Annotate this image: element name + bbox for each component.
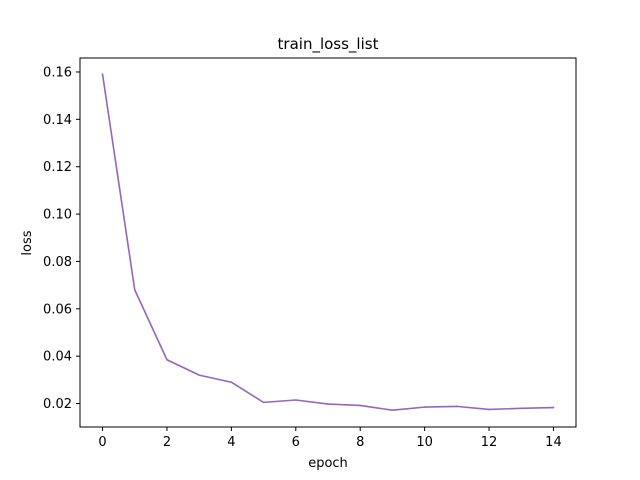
y-tick-label: 0.16 [43, 65, 72, 80]
data-point [359, 404, 362, 407]
x-tick-label: 8 [356, 435, 364, 450]
x-tick-label: 4 [227, 435, 235, 450]
y-tick-label: 0.06 [43, 302, 72, 317]
x-tick-label: 14 [545, 435, 562, 450]
x-axis-label: epoch [308, 456, 348, 471]
y-tick-label: 0.10 [43, 208, 72, 223]
data-point [294, 399, 297, 401]
data-point [488, 408, 490, 411]
data-point [391, 409, 394, 411]
data-point [101, 73, 104, 76]
x-axis: 0 2 4 6 8 10 12 14 [98, 427, 562, 450]
x-tick-label: 10 [416, 435, 433, 450]
data-point [520, 407, 523, 410]
data-point [423, 406, 426, 408]
y-axis-label: loss [20, 230, 35, 255]
data-point [198, 374, 200, 376]
y-tick-label: 0.12 [43, 160, 72, 175]
x-tick-label: 12 [481, 435, 498, 450]
x-tick-label: 2 [163, 435, 171, 450]
y-tick-label: 0.08 [43, 255, 72, 270]
data-point [262, 401, 265, 404]
plot-area-frame [79, 57, 577, 428]
y-tick-label: 0.04 [43, 350, 72, 365]
data-point [230, 381, 233, 384]
x-tick-label: 0 [98, 435, 106, 450]
data-point [456, 405, 458, 408]
y-tick-label: 0.02 [43, 397, 72, 412]
series-layer [101, 73, 555, 411]
series-line [101, 73, 555, 411]
data-point [327, 403, 329, 405]
x-tick-label: 6 [292, 435, 300, 450]
data-point [166, 358, 168, 361]
chart-title: train_loss_list [278, 35, 379, 54]
data-point [133, 289, 136, 291]
data-point [552, 406, 555, 409]
y-axis: 0.02 0.04 0.06 0.08 0.10 0.12 0.14 0.16 [43, 65, 80, 412]
y-tick-label: 0.14 [43, 113, 72, 128]
